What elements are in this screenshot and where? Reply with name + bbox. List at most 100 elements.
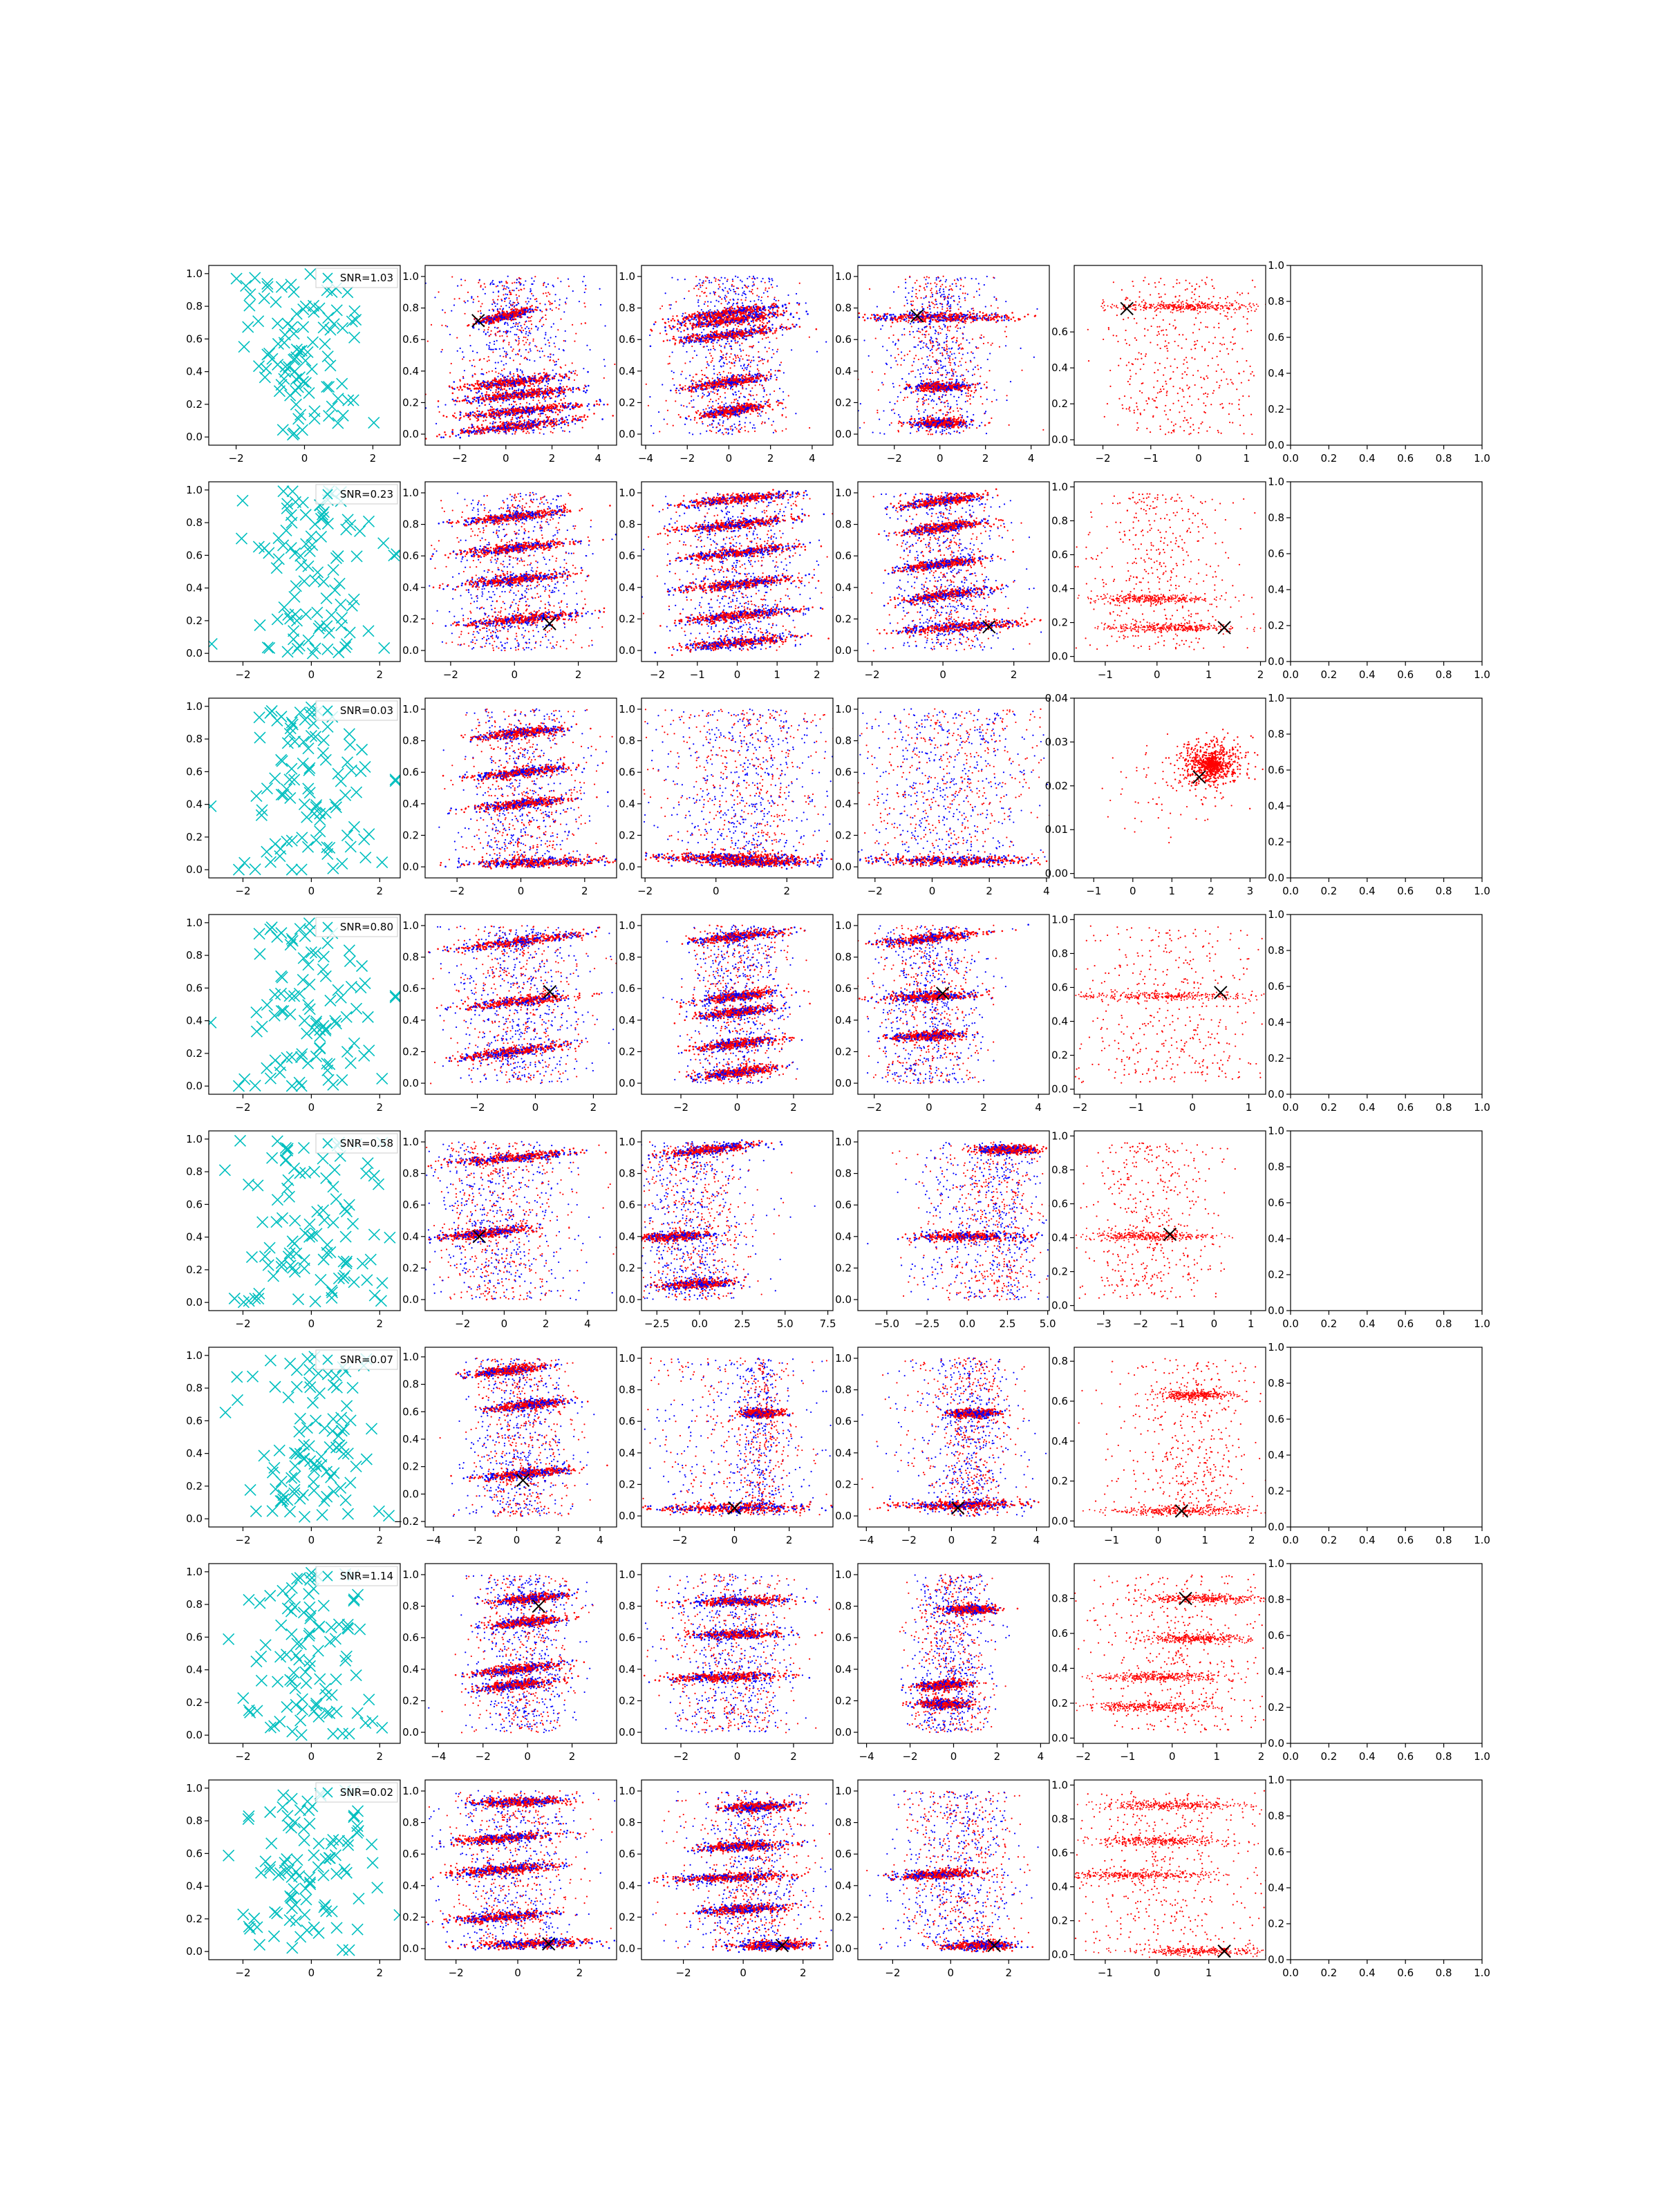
data-point-red	[449, 372, 451, 373]
data-point-blue	[770, 378, 771, 379]
data-point-red	[809, 427, 810, 429]
data-point-red	[474, 397, 476, 399]
data-point-red	[549, 396, 550, 397]
data-point-red	[555, 411, 557, 413]
data-point-blue	[465, 430, 467, 432]
data-point-red	[438, 400, 440, 402]
data-point-blue	[563, 377, 565, 379]
data-point-blue	[698, 381, 700, 382]
data-point-blue	[478, 328, 480, 330]
data-point-blue	[529, 288, 531, 290]
data-point-red	[607, 404, 609, 406]
data-point-blue	[547, 356, 549, 357]
data-point-blue	[529, 298, 531, 299]
data-point-blue	[534, 345, 536, 346]
data-point-blue	[519, 312, 521, 314]
data-point-red	[715, 326, 717, 328]
data-point-red	[489, 335, 490, 337]
y-tick-label: 0.6	[186, 332, 203, 345]
data-point-red	[509, 424, 512, 426]
data-point-blue	[565, 340, 566, 341]
data-point-red	[730, 429, 731, 430]
data-point-red	[476, 407, 478, 409]
data-point-red	[516, 426, 518, 428]
data-point-red	[739, 314, 741, 316]
data-point-red	[782, 310, 785, 312]
data-point-red	[486, 316, 488, 318]
data-point-red	[496, 414, 498, 416]
data-point-blue	[453, 304, 455, 306]
data-point-red	[724, 307, 725, 308]
data-point-red	[474, 366, 476, 367]
data-point-blue	[744, 422, 746, 423]
data-point-red	[722, 354, 724, 355]
data-point-red	[705, 325, 707, 327]
data-point-red	[501, 423, 503, 425]
data-point-red	[531, 328, 532, 329]
data-point-red	[751, 360, 752, 362]
data-point-blue	[505, 400, 507, 402]
data-point-blue	[462, 377, 464, 379]
x-tick-label: 0	[503, 452, 509, 465]
data-point-red	[704, 375, 706, 376]
data-point-red	[666, 339, 668, 341]
data-point-red	[550, 387, 552, 389]
data-point-red	[546, 416, 548, 418]
data-point-red	[513, 397, 515, 400]
data-point-red	[693, 380, 694, 382]
data-point-blue	[496, 348, 497, 350]
data-point-blue	[552, 369, 554, 371]
data-point-blue	[494, 327, 496, 328]
data-point-blue	[509, 377, 511, 379]
data-point-red	[774, 297, 776, 298]
data-point-red	[543, 324, 544, 326]
data-point-blue	[729, 362, 730, 363]
data-point-blue	[488, 348, 489, 350]
data-point-blue	[517, 412, 519, 414]
data-point-red	[713, 324, 715, 326]
data-point-red	[538, 383, 539, 384]
data-point-blue	[553, 323, 554, 324]
data-point-red	[518, 314, 520, 316]
data-point-blue	[740, 319, 742, 321]
data-point-red	[543, 424, 545, 426]
data-point-red	[512, 290, 513, 291]
data-point-red	[467, 395, 469, 397]
data-point-red	[596, 403, 598, 405]
data-point-red	[554, 408, 556, 410]
data-point-blue	[454, 404, 456, 405]
data-point-red	[458, 298, 460, 299]
data-point-blue	[723, 404, 724, 405]
data-point-red	[439, 411, 440, 413]
data-point-blue	[776, 351, 778, 353]
data-point-red	[488, 316, 490, 318]
data-point-red	[547, 292, 549, 293]
data-point-red	[482, 399, 484, 401]
data-point-blue	[579, 301, 580, 302]
data-point-red	[500, 299, 502, 300]
data-point-red	[542, 377, 544, 379]
data-point-blue	[685, 337, 687, 339]
data-point-red	[782, 430, 783, 431]
data-point-red	[563, 391, 565, 393]
data-point-red	[464, 386, 466, 388]
data-point-blue	[560, 281, 561, 282]
data-point-red	[532, 340, 534, 341]
data-point-blue	[554, 375, 556, 377]
data-point-blue	[509, 300, 511, 301]
data-point-blue	[741, 281, 742, 282]
data-point-red	[494, 426, 496, 428]
data-point-red	[518, 344, 519, 346]
data-point-blue	[702, 409, 704, 411]
data-point-blue	[478, 400, 480, 402]
data-point-blue	[579, 419, 581, 421]
data-point-red	[560, 405, 562, 407]
data-point-red	[495, 412, 497, 414]
data-point-blue	[735, 293, 736, 294]
data-point-red	[526, 402, 527, 404]
data-point-red	[559, 375, 561, 377]
data-point-blue	[727, 429, 729, 431]
data-point-blue	[771, 357, 772, 358]
data-point-red	[728, 372, 729, 373]
data-point-blue	[681, 324, 683, 326]
